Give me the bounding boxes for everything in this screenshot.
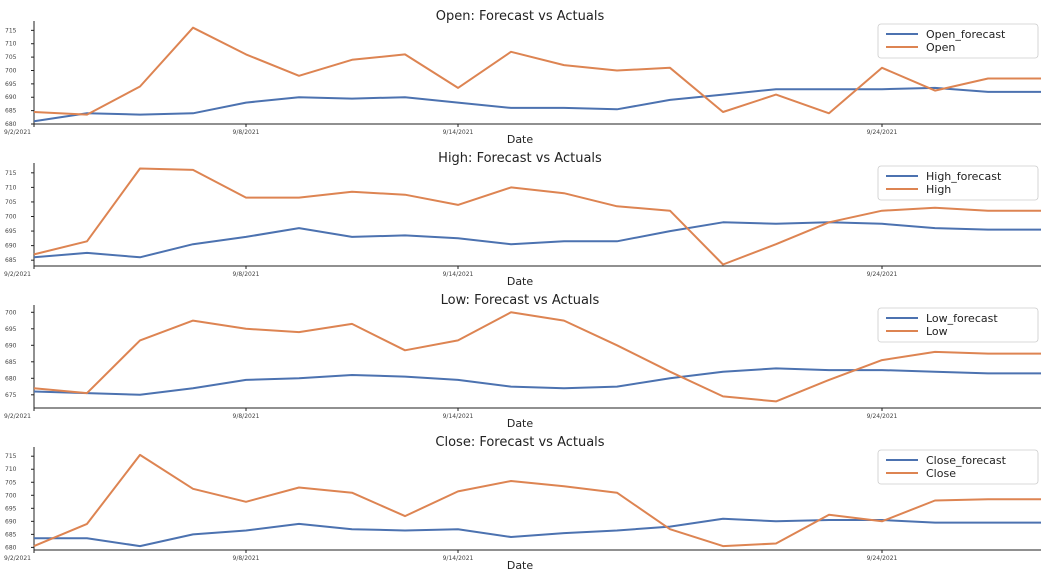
y-tick-label: 695 [5,228,17,235]
y-tick-label: 705 [5,54,17,61]
y-tick-label: 700 [5,67,17,74]
y-tick-label: 715 [5,27,17,34]
y-tick-label: 685 [5,108,17,115]
x-tick-label: 9/2/2021 [4,271,31,278]
x-tick-label: 9/2/2021 [4,555,31,562]
y-tick-label: 685 [5,531,17,538]
chart-title: Close: Forecast vs Actuals [435,435,604,450]
y-tick-label: 680 [5,375,17,382]
series-line-close-forecast [34,517,1041,548]
y-tick-label: 710 [5,466,17,473]
x-tick-label: 9/14/2021 [443,413,474,420]
y-tick-label: 700 [5,214,17,221]
chart-panel-2: Low: Forecast vs Actuals 675 680 685 690 695 7… [4,293,1041,430]
series-line-low-forecast [33,367,1041,396]
chart-panel-3: Close: Forecast vs Actuals 680 685 690 695 70… [4,435,1041,571]
y-tick-label: 710 [5,184,17,191]
x-tick-label: 9/8/2021 [233,555,260,562]
y-tick-label: 685 [5,257,17,264]
y-tick-label: 690 [5,342,17,349]
y-tick-label: 695 [5,505,17,512]
y-tick-label: 700 [5,309,17,316]
series-line-open-forecast [33,86,1041,123]
y-tick-label: 715 [5,170,17,177]
legend-label: Close_forecast [926,454,1007,467]
x-tick-label: 9/2/2021 [4,129,31,136]
x-tick-label: 9/14/2021 [443,271,474,278]
series-line-high-forecast [33,221,1041,259]
series-line-close [33,453,1041,548]
y-tick-label: 690 [5,94,17,101]
y-tick-label: 680 [5,121,17,128]
chart-panel-1: High: Forecast vs Actuals 685 690 695 700 705… [4,151,1041,288]
y-tick-label: 690 [5,243,17,250]
legend-box [877,23,1039,59]
legend-label: Low [926,325,948,338]
chart-title: Open: Forecast vs Actuals [436,9,605,24]
legend-label: High [926,183,951,196]
y-tick-label: 705 [5,479,17,486]
x-tick-label: 9/8/2021 [233,129,260,136]
x-axis-label: Date [507,417,534,430]
x-axis-label: Date [507,559,534,571]
x-axis-label: Date [507,275,534,288]
legend-box [877,449,1039,485]
series-line-low [33,311,1041,403]
chart-title: Low: Forecast vs Actuals [441,293,600,308]
x-tick-label: 9/24/2021 [867,555,898,562]
x-tick-label: 9/24/2021 [867,413,898,420]
y-tick-label: 710 [5,41,17,48]
x-tick-label: 9/2/2021 [4,413,31,420]
y-tick-label: 690 [5,518,17,525]
x-tick-label: 9/14/2021 [443,555,474,562]
series-line-high [33,167,1041,266]
y-tick-label: 675 [5,392,17,399]
y-tick-label: 695 [5,81,17,88]
legend-box [877,307,1039,343]
x-tick-label: 9/8/2021 [233,413,260,420]
legend-label: High_forecast [926,170,1002,183]
legend-label: Open_forecast [926,28,1006,41]
y-tick-label: 715 [5,453,17,460]
y-tick-label: 680 [5,544,17,551]
x-tick-label: 9/8/2021 [233,271,260,278]
y-tick-label: 700 [5,492,17,499]
y-tick-label: 705 [5,199,17,206]
x-tick-label: 9/24/2021 [867,129,898,136]
x-tick-label: 9/14/2021 [443,129,474,136]
y-tick-label: 695 [5,326,17,333]
legend-label: Close [926,467,956,480]
x-axis-label: Date [507,133,534,146]
series-line-open [33,26,1041,116]
chart-panel-0: Open: Forecast vs Actuals 680 685 690 695 700… [4,9,1041,146]
chart-title: High: Forecast vs Actuals [438,151,602,166]
x-tick-label: 9/24/2021 [867,271,898,278]
y-tick-label: 685 [5,359,17,366]
legend-label: Open [926,41,955,54]
legend-label: Low_forecast [926,312,998,325]
legend-box [877,165,1039,201]
